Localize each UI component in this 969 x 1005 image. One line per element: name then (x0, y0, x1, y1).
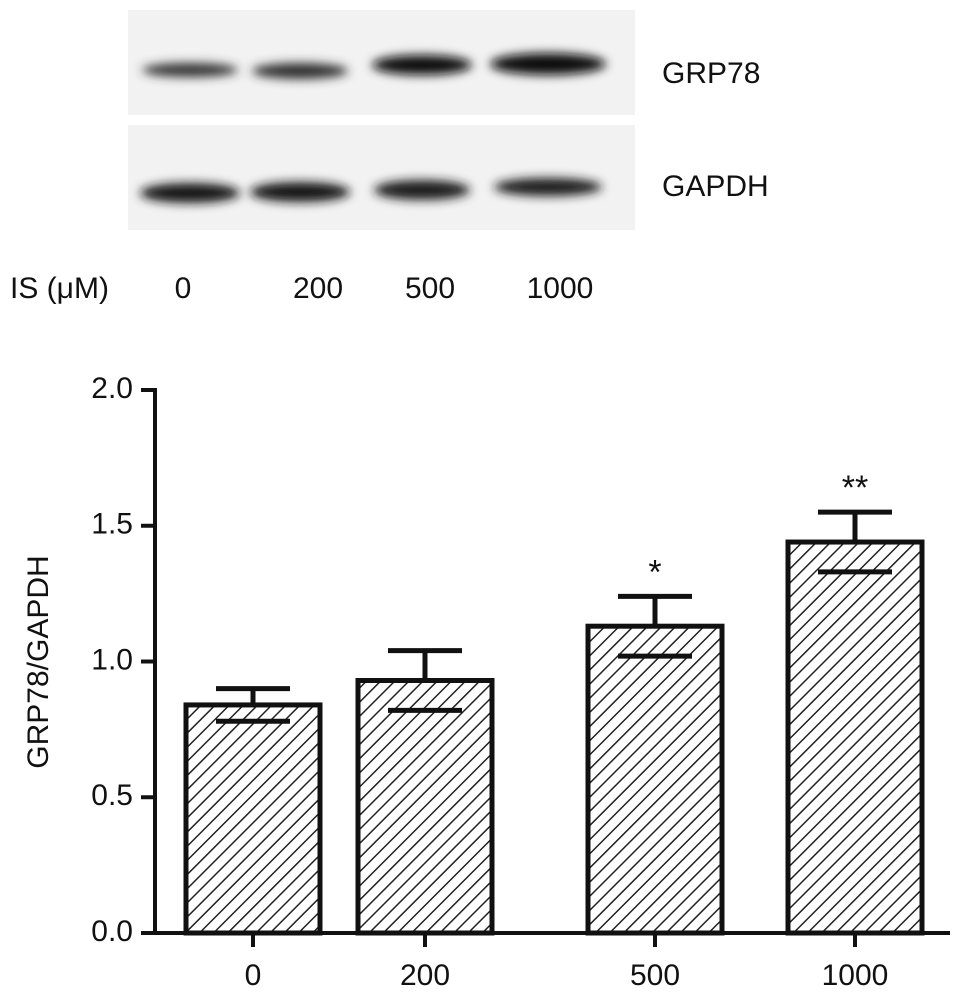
significance-label: * (648, 553, 661, 591)
lane-label: 0 (175, 272, 192, 305)
y-tick-label: 2.0 (91, 372, 133, 405)
blot-panel (128, 125, 635, 230)
lane-label: 500 (405, 272, 455, 305)
y-axis-label: GRP78/GAPDH (22, 555, 55, 768)
band (374, 180, 470, 200)
bar (585, 623, 725, 936)
band (252, 63, 348, 79)
y-tick-label: 0.5 (91, 779, 133, 812)
bands (140, 53, 606, 203)
blot-row-label: GRP78 (662, 57, 760, 90)
band (490, 53, 606, 75)
lane-label: 1000 (527, 272, 594, 305)
western-blot: GRP78 GAPDH IS (μM) 0 200 500 1000 (10, 10, 769, 305)
y-tick-label: 1.0 (91, 643, 133, 676)
x-tick-label: 1000 (822, 959, 889, 992)
x-tick-label: 200 (400, 959, 450, 992)
bar (183, 702, 323, 936)
significance-label: ** (842, 469, 868, 507)
band (140, 183, 240, 203)
band (372, 55, 472, 75)
bar (785, 539, 925, 936)
band (250, 182, 350, 202)
x-tick-label: 500 (630, 959, 680, 992)
band (142, 63, 238, 77)
x-tick-label: 0 (245, 959, 262, 992)
band (494, 178, 602, 196)
lanes-label: IS (μM) (10, 272, 109, 305)
bar (355, 678, 495, 936)
blot-row-label: GAPDH (662, 170, 769, 203)
y-tick-label: 1.5 (91, 508, 133, 541)
lane-label: 200 (293, 272, 343, 305)
y-tick-label: 0.0 (91, 915, 133, 948)
